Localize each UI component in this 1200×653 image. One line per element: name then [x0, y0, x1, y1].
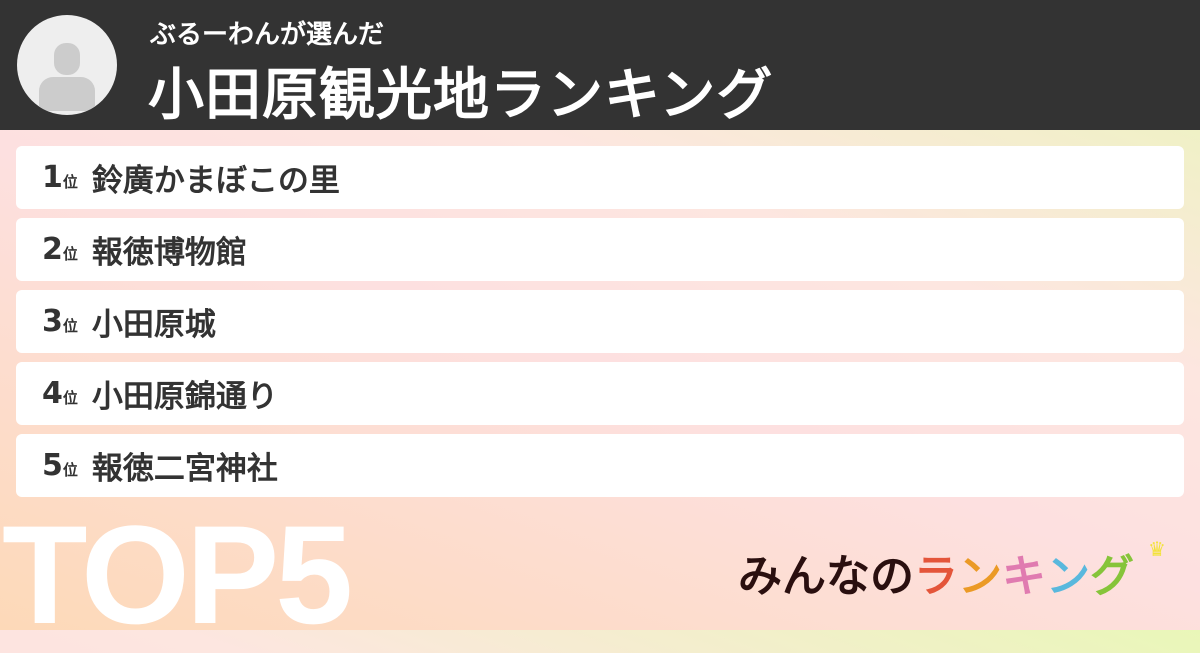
- rank-number: 3: [42, 304, 63, 339]
- site-logo[interactable]: みんなのランキング: [738, 540, 1134, 604]
- logo-char: ん: [782, 551, 826, 602]
- item-name: 小田原錦通り: [91, 379, 278, 415]
- rank-number: 2: [42, 232, 63, 267]
- author-subtitle: ぶるーわんが選んだ: [150, 20, 385, 50]
- item-name: 鈴廣かまぼこの里: [91, 163, 340, 199]
- crown-icon: ♛: [1148, 537, 1166, 561]
- item-name: 報徳博物館: [91, 235, 247, 271]
- rank-number: 4: [42, 376, 63, 411]
- item-name: 小田原城: [91, 307, 216, 343]
- ranking-list: 1位 鈴廣かまぼこの里 2位 報徳博物館 3位 小田原城 4位 小田原錦通り 5位 報徳二…: [16, 146, 1184, 506]
- avatar[interactable]: [17, 15, 117, 115]
- list-item[interactable]: 2位 報徳博物館: [16, 218, 1184, 281]
- logo-char: ン: [1046, 551, 1090, 602]
- logo-char: の: [870, 551, 914, 602]
- logo-char: な: [826, 551, 870, 602]
- logo-char: ン: [958, 551, 1002, 602]
- list-item[interactable]: 5位 報徳二宮神社: [16, 434, 1184, 497]
- rank-number: 1: [42, 160, 63, 195]
- logo-char: み: [738, 551, 782, 602]
- list-item[interactable]: 1位 鈴廣かまぼこの里: [16, 146, 1184, 209]
- top5-badge: TOP5: [2, 496, 353, 653]
- logo-char: ラ: [914, 551, 958, 602]
- logo-char: グ: [1090, 551, 1134, 602]
- list-item[interactable]: 3位 小田原城: [16, 290, 1184, 353]
- user-icon: [54, 43, 80, 75]
- page-title: 小田原観光地ランキング: [148, 63, 774, 128]
- rank-number: 5: [42, 448, 63, 483]
- list-item[interactable]: 4位 小田原錦通り: [16, 362, 1184, 425]
- logo-char: キ: [1002, 551, 1046, 602]
- item-name: 報徳二宮神社: [91, 451, 278, 487]
- header: ぶるーわんが選んだ 小田原観光地ランキング: [0, 0, 1200, 130]
